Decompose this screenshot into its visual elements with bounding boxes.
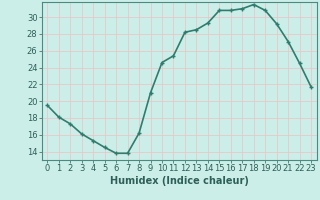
X-axis label: Humidex (Indice chaleur): Humidex (Indice chaleur) [110,176,249,186]
